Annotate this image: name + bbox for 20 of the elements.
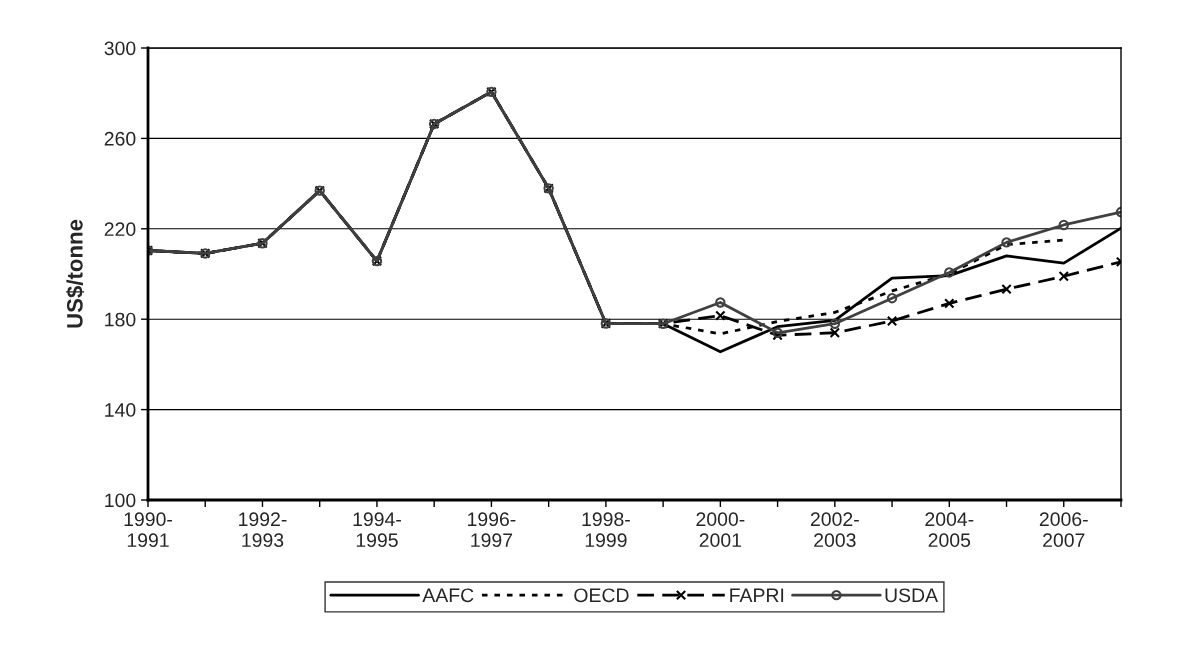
y-tick-label: 100 xyxy=(105,493,136,508)
y-axis-title: US$/tonne xyxy=(65,219,85,328)
x-tick-label: 2004- 2005 xyxy=(925,512,974,548)
legend-label: USDA xyxy=(885,588,939,603)
legend-label: OECD xyxy=(574,588,629,603)
x-tick-label: 1994- 1995 xyxy=(353,512,401,548)
y-tick-label: 180 xyxy=(105,312,136,327)
y-tick-label: 220 xyxy=(104,222,136,237)
legend-label: FAPRI xyxy=(730,588,784,602)
y-tick-label: 260 xyxy=(104,131,136,146)
y-tick-label: 140 xyxy=(105,403,136,417)
x-tick-label: 2000- 2001 xyxy=(696,512,745,548)
legend-label: AAFC xyxy=(422,588,474,603)
x-tick-label: 2002- 2003 xyxy=(810,512,859,548)
y-tick-label: 300 xyxy=(104,41,136,56)
x-tick-label: 1990- 1991 xyxy=(124,512,172,548)
x-tick-label: 2006- 2007 xyxy=(1039,512,1088,548)
x-tick-label: 1992- 1993 xyxy=(239,512,287,548)
x-tick-label: 1996- 1997 xyxy=(468,512,516,548)
x-tick-label: 1998- 1999 xyxy=(582,512,630,548)
